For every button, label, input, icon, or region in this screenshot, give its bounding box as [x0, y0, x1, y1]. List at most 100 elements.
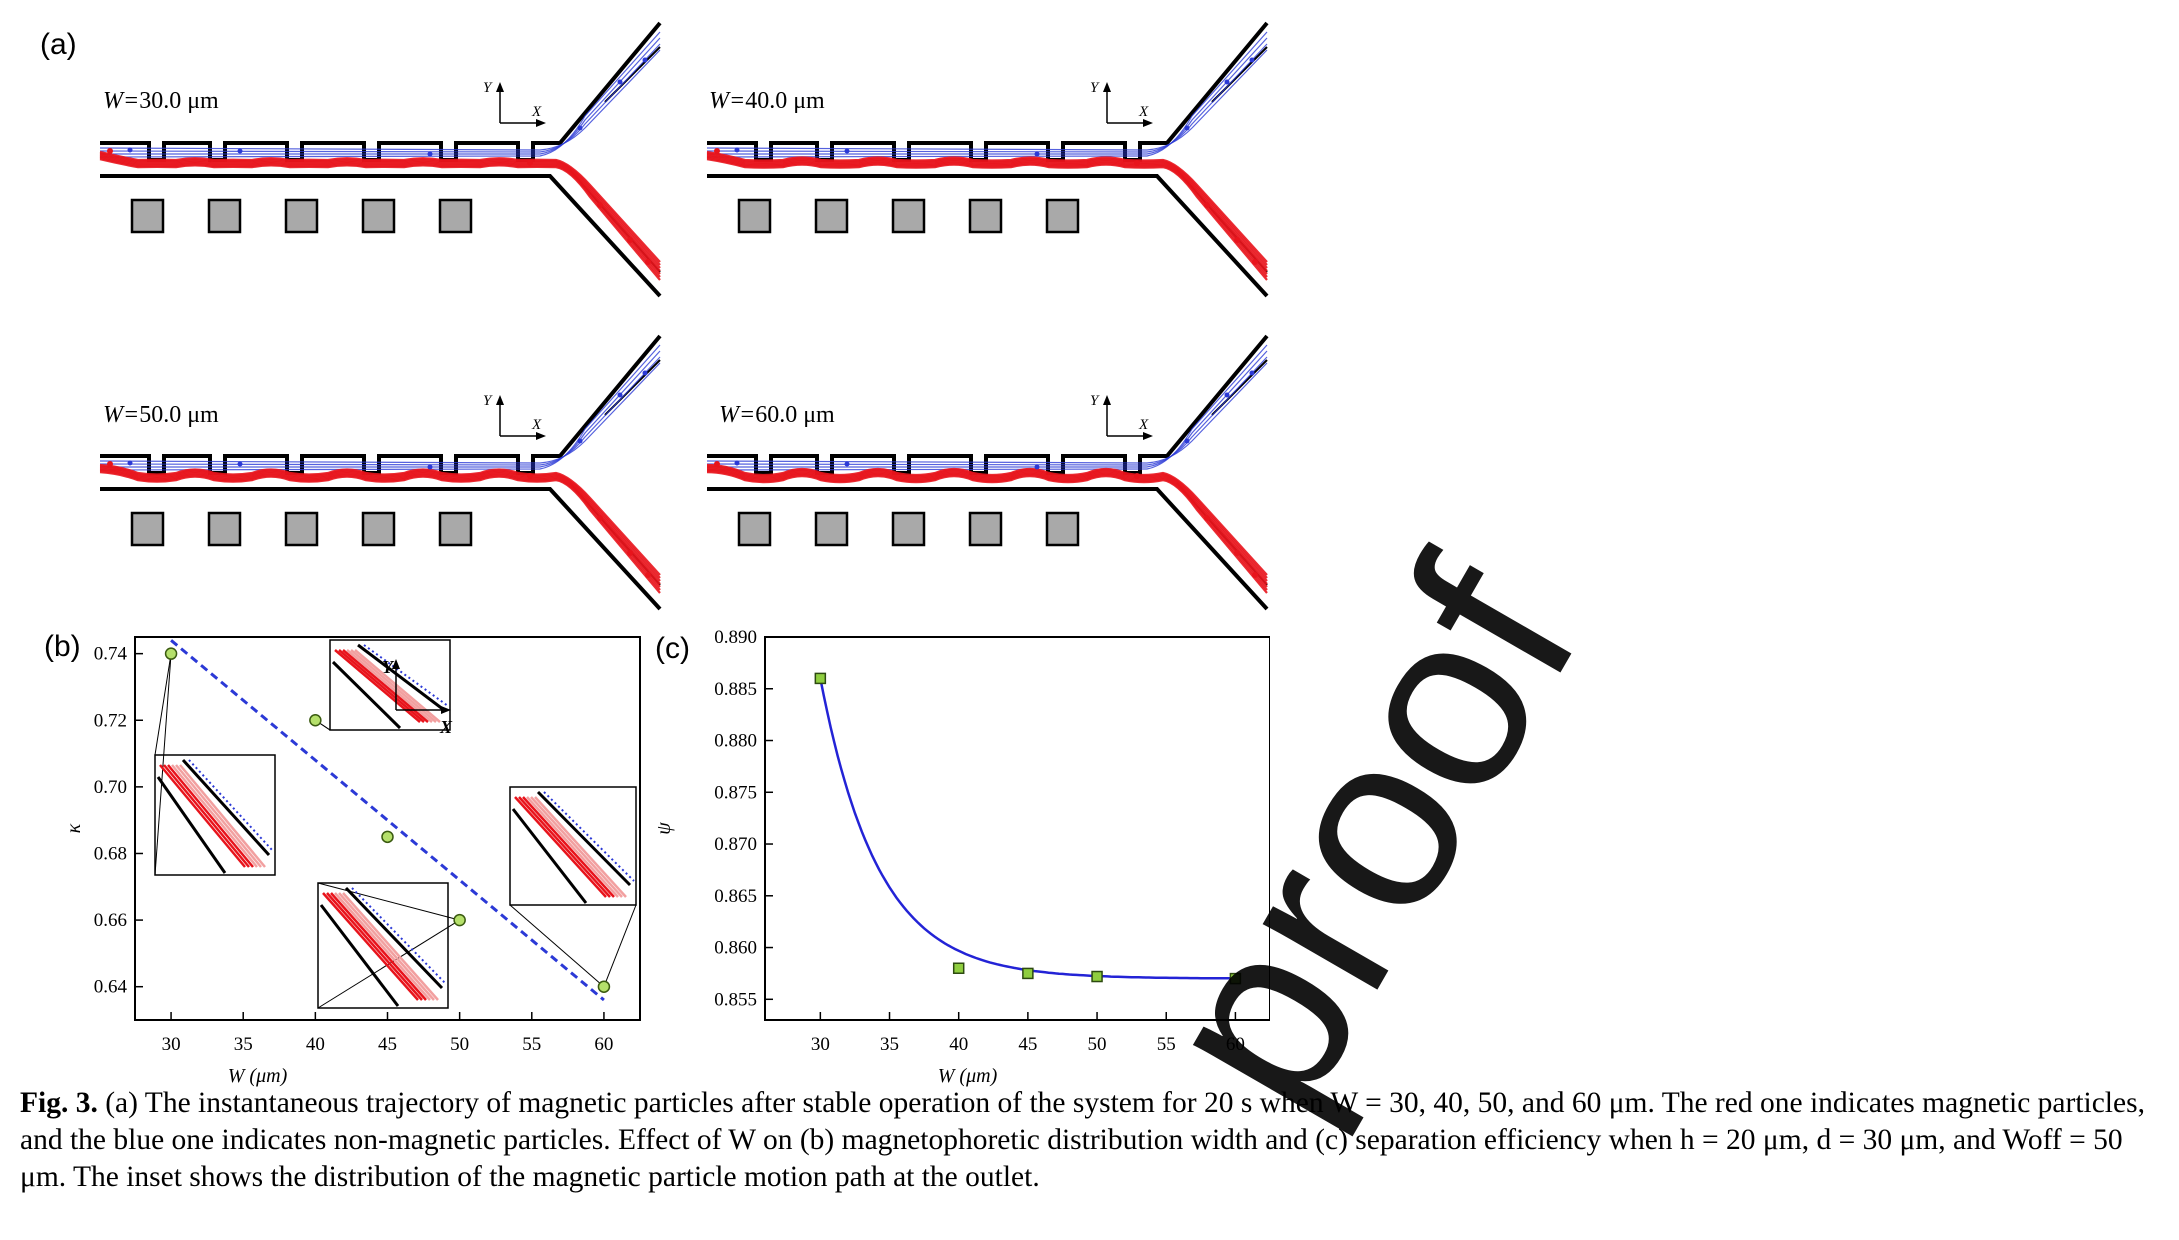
- magnetic-trajectory: [99, 471, 661, 594]
- y-tick-label: 0.865: [714, 886, 757, 907]
- inset-trajectory: [522, 796, 615, 898]
- axis-x-text: X: [531, 417, 542, 433]
- panel-b-label: (b): [44, 630, 81, 663]
- magnetic-particle: [1204, 515, 1210, 521]
- nonmagnetic-trajectory: [706, 344, 1268, 471]
- magnetic-particle: [1134, 473, 1140, 479]
- inset-wall: [536, 790, 632, 887]
- inset-nonmagnetic: [188, 759, 274, 852]
- magnetic-trajectory: [99, 466, 661, 582]
- magnetic-trajectory: [99, 468, 661, 588]
- magnet-block: [1045, 511, 1080, 547]
- inset-trajectory: [518, 796, 611, 898]
- nonmagnetic-particle: [734, 460, 740, 466]
- inset-trajectory: [534, 796, 627, 898]
- y-tick-label: 0.74: [94, 644, 128, 665]
- magnet-block: [130, 511, 165, 547]
- nonmagnetic-particle: [127, 147, 133, 153]
- magnetic-trajectory: [99, 469, 661, 591]
- data-point: [453, 913, 466, 927]
- magnetic-particle: [714, 148, 720, 154]
- inset-trajectory: [167, 764, 254, 868]
- inset-leader: [603, 904, 637, 987]
- magnetic-particle: [1252, 572, 1258, 578]
- channel-bottom-wall: [100, 174, 662, 298]
- axis-y-text: Y: [483, 393, 493, 409]
- magnetic-trajectory: [99, 152, 661, 266]
- axis-y-text: Y: [1090, 393, 1100, 409]
- magnetic-particle: [645, 259, 651, 265]
- inset-trajectory: [334, 892, 431, 1001]
- data-point: [381, 830, 394, 844]
- nonmagnetic-particle: [427, 151, 433, 157]
- magnetic-trajectory: [706, 466, 1268, 582]
- nonmagnetic-trajectory: [99, 344, 661, 471]
- magnetic-trajectory: [99, 467, 661, 585]
- y-axis-label: κ: [63, 823, 85, 833]
- x-tick-label: 30: [162, 1034, 181, 1055]
- x-tick-label: 45: [378, 1034, 397, 1055]
- inset-wall: [181, 758, 271, 857]
- axis-x-arrow: [1143, 119, 1153, 127]
- x-tick-label: 35: [234, 1034, 253, 1055]
- nonmagnetic-particle: [1249, 57, 1255, 63]
- y-axis-label: ψ: [653, 822, 675, 835]
- magnetic-particle: [1134, 160, 1140, 166]
- data-point: [814, 672, 827, 685]
- magnet-block: [438, 198, 473, 234]
- panel-c-label: (c): [655, 632, 690, 665]
- nonmagnetic-particle: [642, 57, 648, 63]
- nonmagnetic-particle: [617, 79, 623, 85]
- magnet-block: [361, 511, 396, 547]
- data-point: [309, 714, 322, 727]
- inset-wall: [357, 643, 445, 712]
- magnet-block: [814, 198, 849, 234]
- channel-bottom-wall: [707, 174, 1269, 298]
- magnetic-particle: [1234, 550, 1240, 556]
- inset-leader: [509, 904, 605, 988]
- case-label-1: W=30.0 μm: [103, 88, 219, 114]
- magnetic-trajectory: [706, 150, 1268, 263]
- nonmagnetic-particle: [1224, 392, 1230, 398]
- x-tick-label: 50: [450, 1034, 469, 1055]
- magnetic-trajectory: [706, 469, 1268, 591]
- magnet-block: [891, 511, 926, 547]
- magnetic-trajectory: [99, 158, 661, 281]
- simulation-case-4: YX: [706, 334, 1269, 611]
- nonmagnetic-particle: [237, 148, 243, 154]
- axis-x-arrow: [536, 119, 546, 127]
- magnetic-particle: [107, 148, 113, 154]
- inset-trajectory: [330, 892, 427, 1001]
- magnet-block: [737, 511, 772, 547]
- inset-2: [315, 639, 451, 731]
- inset-leader: [317, 882, 460, 921]
- magnetic-particle: [107, 461, 113, 467]
- x-tick-label: 55: [1157, 1034, 1176, 1055]
- magnetic-trajectory: [706, 154, 1268, 272]
- inset-nonmagnetic: [363, 644, 449, 707]
- magnetic-trajectory: [99, 156, 661, 278]
- inset-trajectory: [526, 796, 619, 898]
- fit-line: [170, 639, 605, 1002]
- y-tick-label: 0.855: [714, 989, 757, 1010]
- y-tick-label: 0.875: [714, 782, 757, 803]
- simulation-case-3: YX: [99, 334, 662, 611]
- magnetic-trajectory: [99, 463, 661, 576]
- magnetic-trajectory: [99, 465, 661, 579]
- inset-trajectory: [163, 764, 250, 868]
- magnetic-trajectory: [706, 158, 1268, 281]
- nonmagnetic-particle: [237, 461, 243, 467]
- inset-nonmagnetic: [351, 887, 447, 985]
- magnetic-trajectory: [706, 156, 1268, 278]
- inset-trajectory: [514, 796, 607, 898]
- simulation-case-1: YX: [99, 21, 662, 298]
- magnetic-particle: [527, 160, 533, 166]
- magnet-block: [737, 198, 772, 234]
- magnetic-trajectory: [706, 155, 1268, 275]
- magnetic-particle: [527, 473, 533, 479]
- magnet-block: [814, 511, 849, 547]
- caption-text: (a) The instantaneous trajectory of magn…: [20, 1087, 2145, 1193]
- inset-trajectory: [342, 892, 439, 1001]
- nonmagnetic-particle: [617, 392, 623, 398]
- x-tick-label: 60: [1226, 1034, 1245, 1055]
